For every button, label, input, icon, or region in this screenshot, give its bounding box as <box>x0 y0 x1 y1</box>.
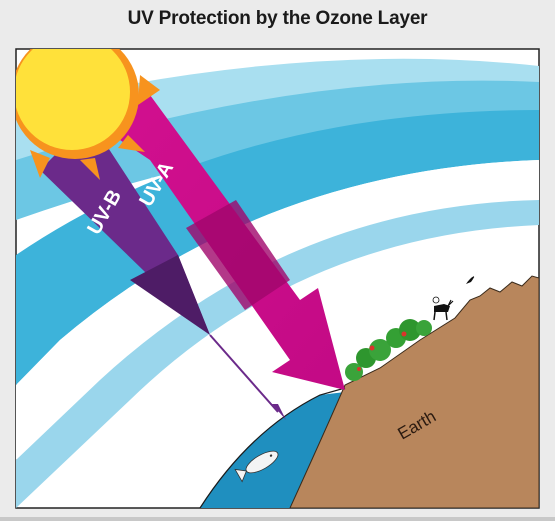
water-shore <box>199 387 346 508</box>
diagram-title: UV Protection by the Ozone Layer <box>127 8 428 29</box>
ozone-layer-band <box>16 80 539 221</box>
animal-icon <box>432 296 454 321</box>
tree-icon <box>345 319 432 381</box>
water <box>200 392 345 508</box>
uva-ray <box>90 95 345 390</box>
atmosphere-inner-band <box>16 160 539 460</box>
bird-icon <box>466 270 478 284</box>
earth-ground <box>289 275 539 508</box>
uvb-ray <box>40 120 286 420</box>
sun-icon <box>16 49 160 180</box>
fish-icon <box>234 450 279 483</box>
